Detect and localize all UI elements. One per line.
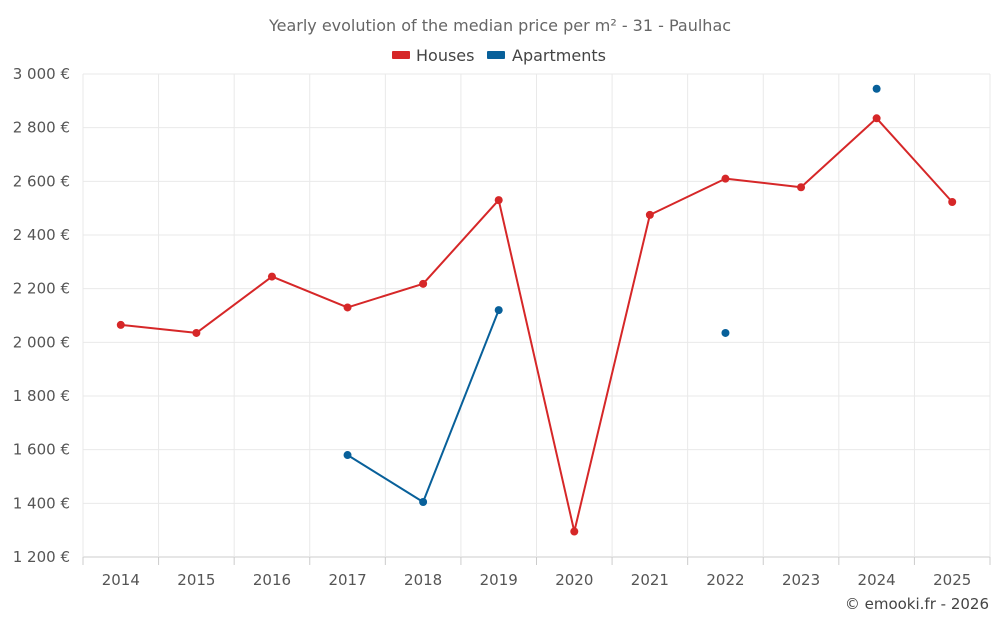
y-tick-label: 2 600 €	[13, 172, 70, 190]
chart-title: Yearly evolution of the median price per…	[268, 16, 731, 35]
x-tick-label: 2020	[555, 571, 593, 589]
x-tick-label: 2016	[253, 571, 291, 589]
data-point-houses-2019[interactable]	[494, 196, 503, 205]
data-point-houses-2015[interactable]	[192, 328, 201, 337]
legend-swatch-houses	[392, 51, 410, 59]
x-tick-label: 2014	[102, 571, 140, 589]
legend-label-apartments: Apartments	[512, 46, 606, 65]
legend-item-houses[interactable]: Houses	[392, 46, 474, 65]
legend-item-apartments[interactable]: Apartments	[487, 46, 606, 65]
data-point-houses-2023[interactable]	[797, 183, 806, 192]
y-tick-label: 2 800 €	[13, 119, 70, 137]
data-point-houses-2017[interactable]	[343, 303, 352, 312]
series-apartments	[343, 84, 881, 506]
x-tick-label: 2019	[480, 571, 518, 589]
data-point-houses-2025[interactable]	[948, 197, 957, 206]
legend-label-houses: Houses	[416, 46, 474, 65]
data-point-houses-2021[interactable]	[645, 210, 654, 219]
data-point-houses-2024[interactable]	[872, 114, 881, 123]
data-point-houses-2014[interactable]	[116, 320, 125, 329]
y-tick-label: 1 400 €	[13, 494, 70, 512]
credit-text: © emooki.fr - 2026	[845, 595, 989, 613]
x-tick-label: 2021	[631, 571, 669, 589]
data-point-apartments-2024[interactable]	[872, 84, 881, 93]
data-point-apartments-2017[interactable]	[343, 451, 352, 460]
x-tick-label: 2024	[858, 571, 896, 589]
data-point-houses-2022[interactable]	[721, 174, 730, 183]
x-tick-label: 2023	[782, 571, 820, 589]
x-tick-label: 2025	[933, 571, 971, 589]
y-tick-label: 2 200 €	[13, 280, 70, 298]
y-tick-label: 1 200 €	[13, 548, 70, 566]
data-point-apartments-2018[interactable]	[419, 497, 428, 506]
data-point-houses-2016[interactable]	[267, 272, 276, 281]
series-line-houses	[120, 117, 953, 533]
y-tick-label: 2 400 €	[13, 226, 70, 244]
x-axis: 2014 2015 2016 2017 2018 2019 2020 2021 2022 2023…	[102, 571, 972, 589]
data-point-apartments-2022[interactable]	[721, 328, 730, 337]
legend-swatch-apartments	[487, 51, 505, 59]
grid	[82, 73, 991, 565]
y-tick-label: 1 800 €	[13, 387, 70, 405]
y-tick-label: 2 000 €	[13, 333, 70, 351]
data-point-houses-2018[interactable]	[419, 279, 428, 288]
x-tick-label: 2018	[404, 571, 442, 589]
series-houses	[116, 114, 957, 536]
x-tick-label: 2015	[177, 571, 215, 589]
x-tick-label: 2022	[706, 571, 744, 589]
data-point-houses-2020[interactable]	[570, 527, 579, 536]
y-tick-label: 1 600 €	[13, 441, 70, 459]
series	[116, 84, 957, 536]
y-tick-label: 3 000 €	[13, 65, 70, 83]
x-tick-label: 2017	[328, 571, 366, 589]
data-point-apartments-2019[interactable]	[494, 306, 503, 315]
series-line-apartments	[346, 309, 500, 503]
legend: Houses Apartments	[392, 46, 606, 65]
y-axis: 1 200 € 1 400 € 1 600 € 1 800 € 2 000 € 2 200…	[13, 65, 70, 566]
